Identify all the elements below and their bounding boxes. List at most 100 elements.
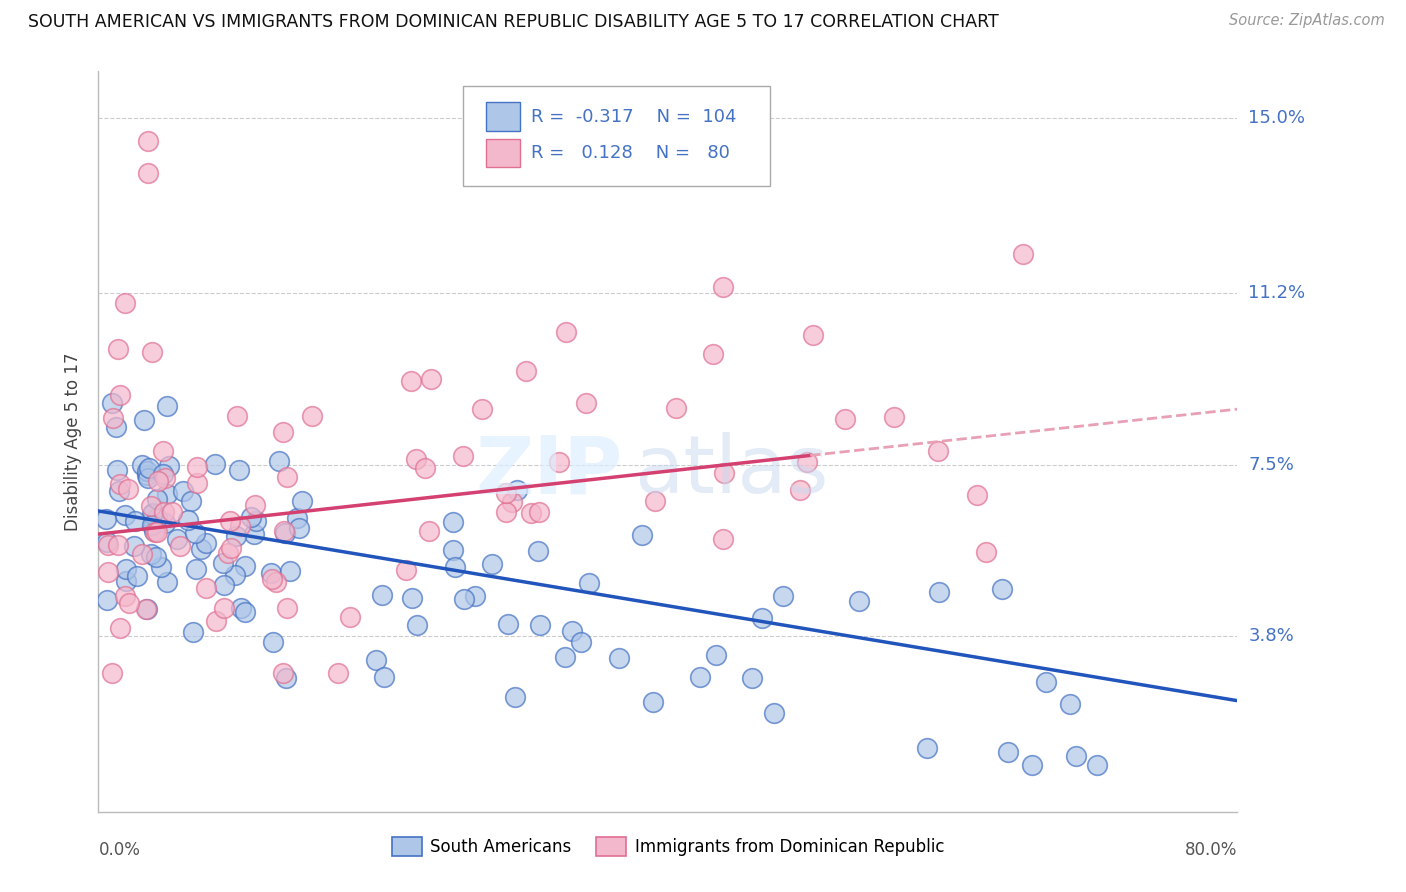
Point xyxy=(157,458,180,473)
Point xyxy=(399,374,422,388)
Point xyxy=(114,574,136,589)
Point xyxy=(176,513,198,527)
Point xyxy=(1059,697,1081,711)
Point xyxy=(997,745,1019,759)
Point xyxy=(107,342,129,356)
Point xyxy=(418,524,440,538)
Point xyxy=(110,621,132,635)
Point xyxy=(239,509,262,524)
Point xyxy=(114,589,136,603)
Point xyxy=(142,506,165,520)
Point xyxy=(180,493,202,508)
Point xyxy=(135,602,157,616)
Point xyxy=(107,538,129,552)
Point xyxy=(702,347,724,361)
Point xyxy=(225,529,247,543)
Point xyxy=(529,617,551,632)
Point xyxy=(166,533,188,547)
Point xyxy=(146,475,169,489)
Point xyxy=(141,499,163,513)
Point xyxy=(554,650,576,665)
Point xyxy=(132,413,155,427)
Point xyxy=(152,467,174,481)
Point xyxy=(145,549,167,564)
Point xyxy=(245,514,267,528)
Point xyxy=(125,569,148,583)
FancyBboxPatch shape xyxy=(485,139,520,167)
Point xyxy=(395,563,418,577)
Point xyxy=(146,491,169,506)
Point xyxy=(271,425,294,439)
Point xyxy=(441,516,464,530)
Point xyxy=(370,588,392,602)
Point xyxy=(96,535,118,549)
Point xyxy=(190,542,212,557)
Point xyxy=(481,557,503,571)
Point xyxy=(373,670,395,684)
Point xyxy=(453,592,475,607)
Point xyxy=(141,345,163,359)
Point xyxy=(141,518,163,533)
Point xyxy=(276,469,298,483)
FancyBboxPatch shape xyxy=(485,103,520,130)
Point xyxy=(221,541,243,555)
Point xyxy=(172,483,194,498)
Point xyxy=(966,488,988,502)
Text: 80.0%: 80.0% xyxy=(1185,841,1237,859)
Point xyxy=(114,295,136,310)
Point xyxy=(928,585,950,599)
Point xyxy=(152,444,174,458)
Point xyxy=(1021,758,1043,772)
Point xyxy=(212,578,235,592)
Point xyxy=(444,560,467,574)
Point xyxy=(505,690,527,705)
Point xyxy=(212,557,235,571)
Point xyxy=(229,600,252,615)
Point xyxy=(883,409,905,424)
Point xyxy=(575,396,598,410)
Point xyxy=(142,524,165,538)
Point xyxy=(413,460,436,475)
Point xyxy=(643,695,665,709)
Point xyxy=(229,519,252,533)
Point xyxy=(195,536,218,550)
Point xyxy=(271,665,294,680)
Point xyxy=(101,665,124,680)
Point xyxy=(506,483,529,497)
Point xyxy=(990,582,1012,597)
Point xyxy=(273,524,295,538)
Point xyxy=(131,547,153,561)
Point xyxy=(97,538,120,552)
Point xyxy=(762,706,785,720)
Point xyxy=(1012,246,1035,260)
Point xyxy=(204,457,226,471)
Point xyxy=(471,401,494,416)
FancyBboxPatch shape xyxy=(463,87,770,186)
Point xyxy=(150,559,173,574)
Point xyxy=(264,574,287,589)
Point xyxy=(219,514,242,528)
Point xyxy=(274,671,297,685)
Point xyxy=(186,475,208,490)
Point xyxy=(276,601,298,615)
Point xyxy=(789,483,811,497)
Point xyxy=(689,670,711,684)
Point xyxy=(135,601,157,615)
Point xyxy=(94,512,117,526)
Point xyxy=(495,505,517,519)
Point xyxy=(118,596,141,610)
Point xyxy=(107,484,129,499)
Point xyxy=(274,526,297,541)
Text: 15.0%: 15.0% xyxy=(1249,109,1305,127)
Point xyxy=(262,634,284,648)
Point xyxy=(665,401,688,415)
Point xyxy=(162,505,184,519)
Point xyxy=(496,617,519,632)
Point xyxy=(145,524,167,539)
Text: R =  -0.317    N =  104: R = -0.317 N = 104 xyxy=(531,108,737,126)
Legend: South Americans, Immigrants from Dominican Republic: South Americans, Immigrants from Dominic… xyxy=(385,830,950,863)
Point xyxy=(561,624,583,638)
Point xyxy=(141,547,163,561)
Point xyxy=(547,455,569,469)
Text: 11.2%: 11.2% xyxy=(1249,285,1306,302)
